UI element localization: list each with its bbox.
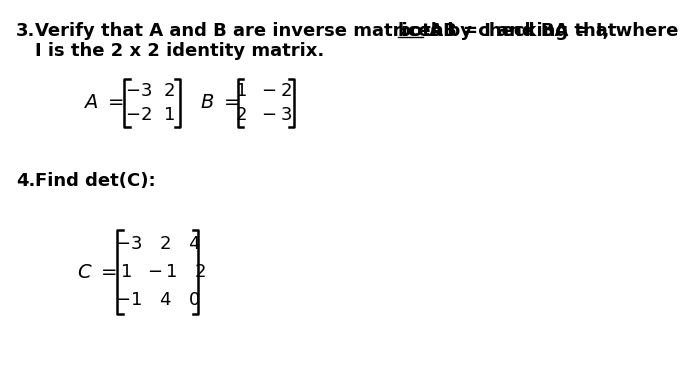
Text: Verify that A and B are inverse matrices by checking that: Verify that A and B are inverse matrices… xyxy=(35,22,622,40)
Text: 3.: 3. xyxy=(16,22,35,40)
Text: $-1\ \ \ 4\ \ \ 0$: $-1\ \ \ 4\ \ \ 0$ xyxy=(115,291,200,309)
Text: $2\ \ -3$: $2\ \ -3$ xyxy=(234,106,292,124)
Text: $B\ =$: $B\ =$ xyxy=(199,93,239,112)
Text: Find det(C):: Find det(C): xyxy=(35,172,155,190)
Text: $\ \ 1\ \ -1\ \ \ 2$: $\ \ 1\ \ -1\ \ \ 2$ xyxy=(108,263,206,281)
Text: both: both xyxy=(398,22,444,40)
Text: $-3\ \ 2$: $-3\ \ 2$ xyxy=(125,82,174,100)
Text: $A\ =$: $A\ =$ xyxy=(83,93,124,112)
Text: $-2\ \ 1$: $-2\ \ 1$ xyxy=(125,106,174,124)
Text: AB = I and BA = I, where: AB = I and BA = I, where xyxy=(423,22,678,40)
Text: $1\ \ -2$: $1\ \ -2$ xyxy=(235,82,292,100)
Text: $C\ =$: $C\ =$ xyxy=(77,262,117,281)
Text: I is the 2 x 2 identity matrix.: I is the 2 x 2 identity matrix. xyxy=(35,42,324,60)
Text: $-3\ \ \ 2\ \ \ 4$: $-3\ \ \ 2\ \ \ 4$ xyxy=(115,235,200,253)
Text: 4.: 4. xyxy=(16,172,35,190)
